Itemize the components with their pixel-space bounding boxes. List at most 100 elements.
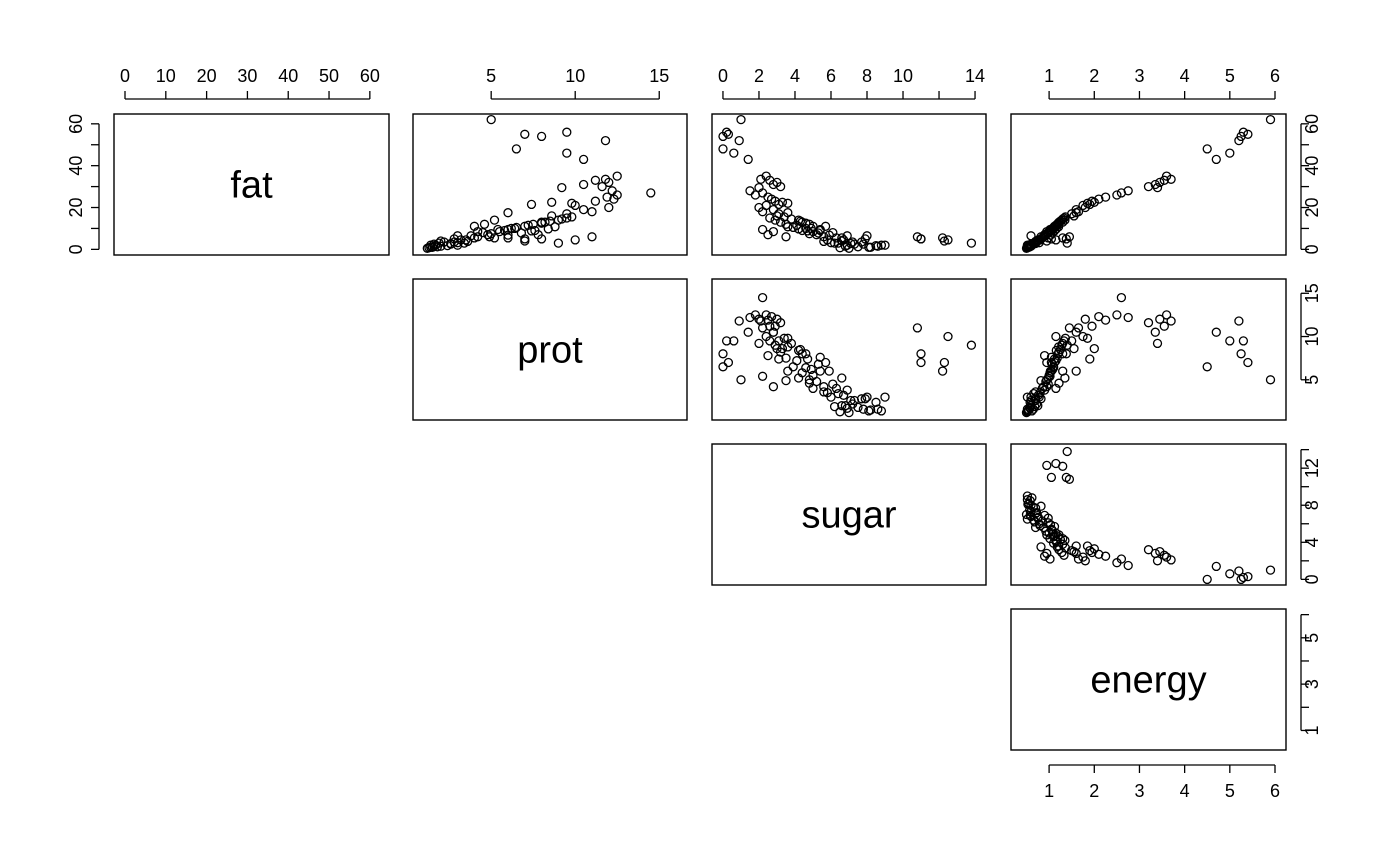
top-tick-label-energy: 3: [1134, 66, 1144, 86]
data-point: [1116, 292, 1127, 303]
top-tick-label-fat: 60: [360, 66, 380, 86]
data-point: [1042, 382, 1052, 392]
data-point: [1069, 546, 1079, 557]
data-point: [1152, 182, 1163, 193]
data-point: [1202, 574, 1212, 585]
data-point: [1078, 200, 1088, 211]
data-point: [489, 233, 500, 243]
data-point: [1211, 154, 1221, 165]
data-point: [1060, 333, 1071, 343]
data-point: [567, 212, 577, 222]
data-point: [774, 354, 784, 364]
data-point: [916, 349, 926, 359]
data-point: [815, 352, 825, 362]
data-point: [763, 315, 773, 325]
top-tick-label-fat: 10: [156, 66, 176, 86]
data-point: [600, 135, 611, 146]
data-point: [783, 366, 793, 376]
top-tick-label-fat: 50: [319, 66, 339, 86]
data-point: [1152, 338, 1163, 349]
top-tick-label-sugar: 14: [965, 66, 985, 86]
data-point: [479, 219, 490, 229]
data-point: [718, 144, 728, 154]
data-point: [937, 233, 948, 243]
data-point: [1023, 406, 1033, 416]
data-point: [1085, 199, 1095, 210]
panel-frame-prot-energy: [1010, 278, 1287, 421]
data-point: [815, 366, 825, 376]
data-point: [761, 310, 771, 320]
data-point: [1123, 560, 1133, 571]
data-point: [1078, 331, 1088, 342]
data-point: [783, 208, 793, 218]
data-point: [1062, 238, 1072, 248]
data-point: [1166, 555, 1176, 565]
top-tick-label-sugar: 10: [893, 66, 913, 86]
data-point: [1071, 208, 1081, 218]
data-point: [966, 238, 977, 248]
data-point: [543, 224, 553, 234]
data-point: [1202, 362, 1212, 372]
data-point: [1030, 522, 1041, 533]
data-point: [774, 199, 784, 210]
data-point: [431, 240, 441, 250]
data-point: [1152, 556, 1163, 566]
left-tick-label-fat: 40: [66, 156, 86, 176]
data-point: [916, 357, 926, 368]
data-point: [1039, 230, 1050, 240]
data-point: [612, 171, 622, 181]
data-point: [833, 388, 843, 399]
data-point: [838, 235, 849, 245]
data-point: [1025, 403, 1035, 413]
data-point: [837, 401, 847, 411]
data-point: [736, 114, 746, 125]
data-point: [562, 127, 572, 137]
data-point: [449, 237, 459, 247]
right-tick-label-fat: 60: [1302, 114, 1322, 134]
data-point: [862, 231, 872, 241]
data-point: [1033, 512, 1043, 522]
data-point: [1238, 572, 1249, 583]
data-point: [756, 174, 766, 184]
data-point: [1243, 129, 1253, 139]
top-tick-label-energy: 4: [1180, 66, 1190, 86]
data-point: [858, 404, 869, 414]
data-point: [838, 390, 849, 400]
data-point: [503, 208, 513, 218]
data-point: [1116, 188, 1127, 198]
data-point: [1058, 533, 1068, 544]
top-tick-label-energy: 5: [1225, 66, 1235, 86]
data-point: [1069, 343, 1079, 354]
data-point: [426, 242, 436, 252]
data-point: [813, 228, 824, 238]
data-point: [1089, 544, 1099, 554]
data-point: [772, 314, 782, 324]
variable-name-fat: fat: [230, 165, 273, 207]
data-point: [1030, 503, 1041, 513]
data-point: [486, 114, 496, 125]
data-point: [1036, 375, 1046, 386]
data-point: [562, 148, 572, 158]
right-tick-label-sugar: 12: [1302, 458, 1322, 478]
data-point: [1046, 225, 1057, 236]
data-point: [916, 234, 926, 244]
data-point: [1225, 569, 1235, 579]
data-point: [792, 356, 802, 366]
bottom-tick-label-energy: 4: [1180, 781, 1190, 801]
data-point: [456, 235, 466, 245]
data-point: [1053, 541, 1064, 551]
data-point: [1089, 197, 1099, 207]
data-point: [743, 154, 753, 165]
data-point: [511, 144, 522, 154]
data-point: [966, 340, 977, 350]
data-point: [1036, 501, 1046, 511]
data-point: [943, 235, 953, 245]
panel-fat-vs-energy: [1021, 114, 1276, 253]
data-point: [1123, 312, 1133, 323]
data-point: [939, 357, 950, 368]
panel-sugar-vs-energy: [1021, 446, 1276, 585]
panel-prot-vs-energy: [1021, 292, 1276, 418]
data-point: [1143, 318, 1154, 328]
data-point: [756, 316, 766, 326]
